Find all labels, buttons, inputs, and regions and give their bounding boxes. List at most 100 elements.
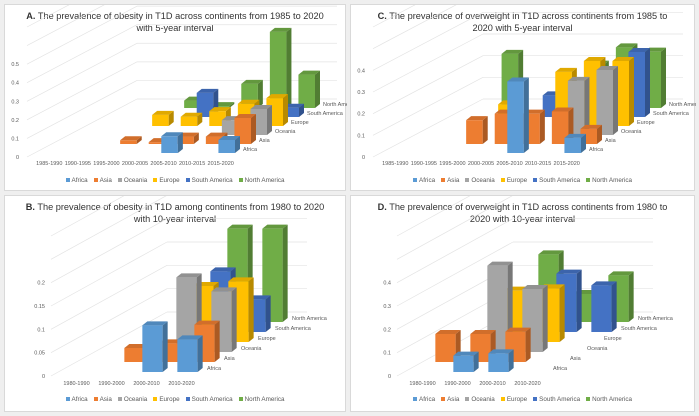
bar <box>177 335 203 372</box>
bar-front <box>177 339 198 372</box>
bar-side <box>629 57 634 126</box>
bar-side <box>197 335 203 372</box>
bar-side <box>193 132 199 144</box>
legend-swatch <box>65 397 70 402</box>
bar-top <box>488 349 514 354</box>
bar-front <box>494 113 512 144</box>
bar-side <box>248 277 254 342</box>
legend-item: Asia <box>93 177 112 184</box>
bar-top <box>196 88 219 93</box>
chart-svg: 0 0.1 0.2 0.3 0.4 1980-1990 1990-2000 2000-2010… <box>383 196 674 387</box>
legend-label: Europe <box>506 396 528 403</box>
bar-front <box>551 111 569 144</box>
legend-item: Europe <box>500 177 528 184</box>
x-tick-label: 2010-2015 <box>179 161 205 167</box>
depth-label: North America <box>292 316 328 322</box>
legend-label: Europe <box>159 396 180 403</box>
bar-side <box>576 269 582 332</box>
legend-swatch <box>153 178 158 183</box>
depth-label: South America <box>275 326 312 332</box>
bar-top <box>567 76 590 81</box>
legend-swatch <box>441 397 446 402</box>
bar-top <box>487 261 513 266</box>
bar-top <box>228 277 254 282</box>
bar-front <box>466 120 483 144</box>
chart-panel-a: A. The prevalence of obesity in T1D acro… <box>4 4 347 191</box>
depth-label: Oceania <box>587 346 608 352</box>
bar-front <box>453 355 474 372</box>
bar-side <box>628 271 634 322</box>
gridline-side <box>26 98 138 158</box>
legend-label: Europe <box>506 177 528 184</box>
chart-svg: 0 0.05 0.1 0.15 0.2 1980-1990 1990-2000 2000-20… <box>34 196 328 387</box>
bar-top <box>262 224 288 229</box>
bar-top <box>227 224 253 229</box>
y-tick-label: 0 <box>388 374 391 380</box>
legend-label: South America <box>539 396 581 403</box>
bar-side <box>251 114 256 144</box>
legend-label: Oceania <box>123 396 148 403</box>
bar-side <box>136 136 142 144</box>
depth-label: Africa <box>243 147 258 153</box>
x-tick-label: 1990-2000 <box>98 381 124 387</box>
x-tick-label: 2010-2020 <box>168 381 194 387</box>
bar-front <box>120 140 137 144</box>
gridline-side <box>372 55 484 114</box>
bar-top <box>556 269 582 274</box>
bar-top <box>470 330 496 334</box>
gridline-side <box>50 218 168 283</box>
bar-side <box>645 48 650 117</box>
bar <box>142 321 168 372</box>
legend-swatch <box>586 397 591 402</box>
bar-side <box>265 295 271 332</box>
bar-top <box>501 49 524 54</box>
bar-top <box>608 271 634 276</box>
legend-label: Africa <box>419 177 436 184</box>
legend-item: Oceania <box>117 396 148 403</box>
x-tick-label: 1985-1990 <box>382 161 408 167</box>
bar <box>596 66 618 135</box>
x-tick-label: 1990-2000 <box>444 381 470 387</box>
legend-swatch <box>153 397 158 402</box>
bar-top <box>180 112 203 117</box>
legend: Africa Asia Oceania Europe South America Nort… <box>5 177 345 184</box>
legend-item: South America <box>185 396 233 403</box>
bar <box>507 77 529 153</box>
legend-item: Africa <box>413 177 435 184</box>
bar-front <box>148 142 166 144</box>
bar-top <box>466 116 488 121</box>
gridline-side <box>372 33 484 93</box>
bar-top <box>266 94 288 99</box>
bar <box>218 136 240 153</box>
legend-label: Africa <box>419 396 436 403</box>
legend-label: North America <box>244 177 285 184</box>
legend-item: Asia <box>441 177 459 184</box>
x-tick-label: 1990-1995 <box>411 161 437 167</box>
y-tick-label: 0.4 <box>357 68 365 74</box>
legend-swatch <box>586 178 591 183</box>
bar-top <box>453 351 479 356</box>
depth-label: North America <box>638 316 674 322</box>
chart-svg: 0 0.1 0.2 0.3 0.4 1985-1990 1990-1995 1995-2000… <box>357 5 696 167</box>
y-tick-label: 0 <box>16 155 19 161</box>
bar <box>161 132 183 153</box>
bar-side <box>229 102 235 108</box>
legend-swatch <box>65 178 70 183</box>
bar-front <box>221 120 239 135</box>
bar-front <box>177 136 194 144</box>
gridline-side <box>26 5 138 65</box>
x-tick-label: 2015-2020 <box>208 161 234 167</box>
legend-swatch <box>117 178 122 183</box>
legend-label: South America <box>191 177 233 184</box>
x-tick-label: 1985-1990 <box>36 161 62 167</box>
legend-label: Asia <box>99 396 112 403</box>
depth-label: Asia <box>605 138 617 144</box>
legend-label: Oceania <box>471 177 495 184</box>
bar-top <box>551 107 574 112</box>
bar-front <box>212 106 230 108</box>
bar-side <box>661 47 666 108</box>
bar-side <box>197 112 203 126</box>
depth-label: Asia <box>224 356 236 362</box>
bar-top <box>507 77 529 82</box>
bar-side <box>282 224 288 322</box>
